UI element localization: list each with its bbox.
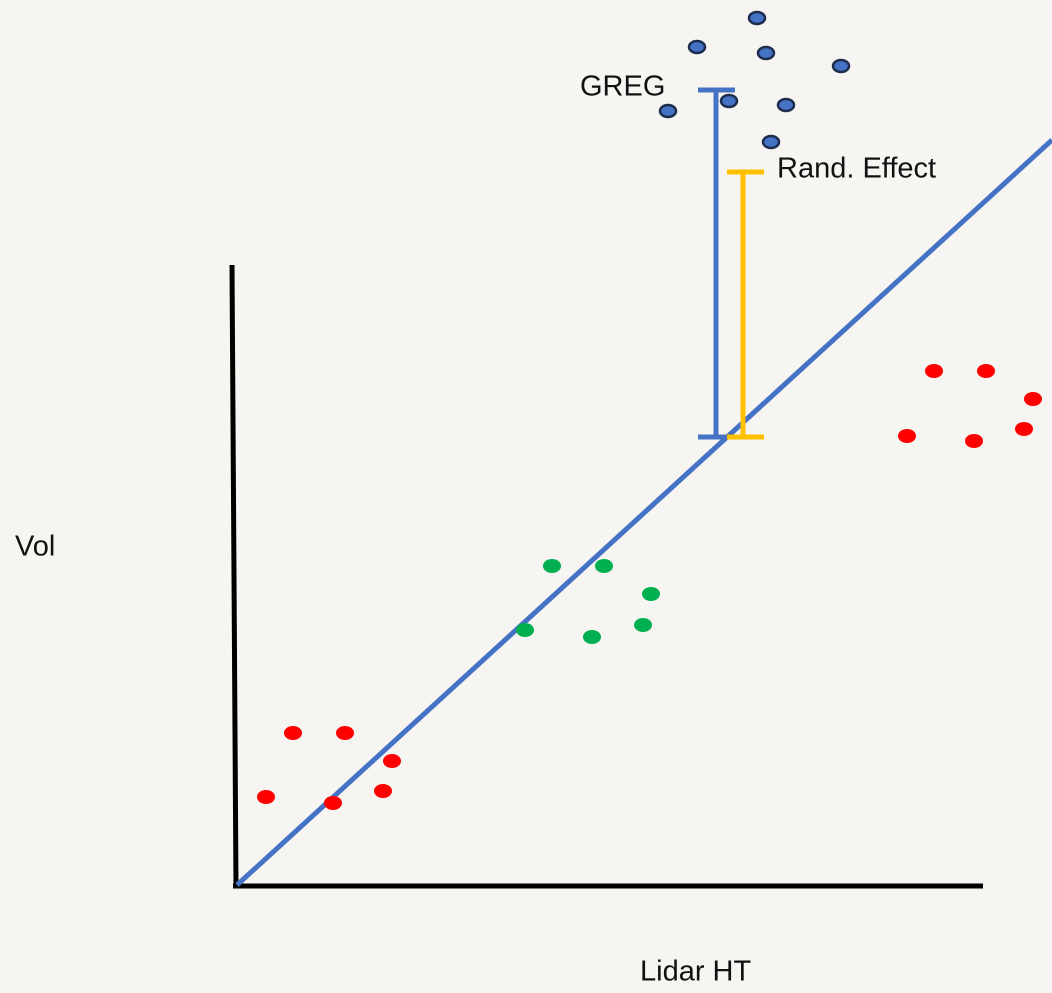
- red-points: [257, 364, 1042, 810]
- point: [336, 726, 354, 740]
- x-axis-label: Lidar HT: [640, 956, 751, 988]
- point: [965, 434, 983, 448]
- point: [658, 103, 678, 119]
- point: [977, 364, 995, 378]
- point: [776, 97, 796, 113]
- point: [761, 134, 781, 150]
- rand-effect-bracket: [727, 169, 764, 440]
- point: [516, 623, 534, 637]
- greg-label: GREG: [580, 71, 665, 103]
- point: [898, 429, 916, 443]
- point: [925, 364, 943, 378]
- regression-line: [235, 138, 1052, 887]
- point: [719, 93, 739, 109]
- point: [284, 726, 302, 740]
- y-axis: [229, 264, 239, 889]
- point: [583, 630, 601, 644]
- point: [642, 587, 660, 601]
- point: [324, 796, 342, 810]
- point: [257, 790, 275, 804]
- point: [1024, 392, 1042, 406]
- blue-points: [658, 10, 851, 150]
- point: [543, 559, 561, 573]
- rand-effect-label: Rand. Effect: [777, 153, 936, 185]
- green-points: [516, 559, 660, 644]
- point: [831, 58, 851, 74]
- y-axis-label: Vol: [15, 531, 55, 563]
- point: [383, 754, 401, 768]
- point: [634, 618, 652, 632]
- point: [687, 39, 707, 55]
- point: [595, 559, 613, 573]
- point: [1015, 422, 1033, 436]
- point: [374, 784, 392, 798]
- point: [747, 10, 767, 26]
- point: [756, 45, 776, 61]
